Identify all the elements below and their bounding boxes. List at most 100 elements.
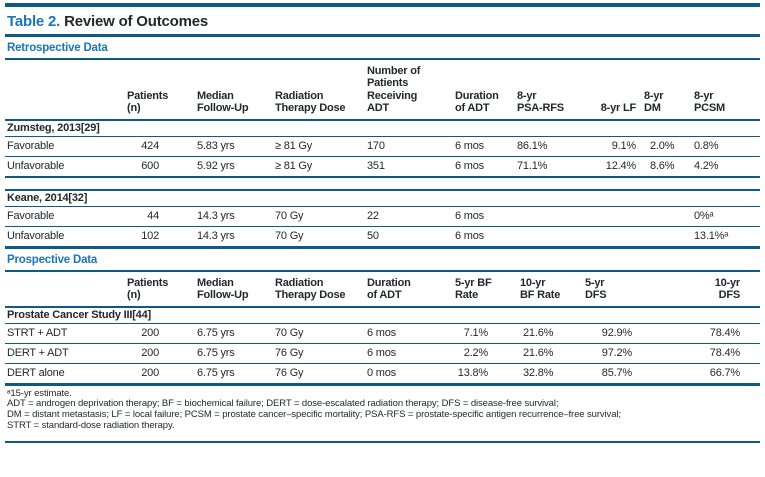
cell: 6 mos	[453, 136, 515, 157]
cell: 14.3 yrs	[195, 226, 273, 249]
column-header: Radiation Therapy Dose	[273, 271, 365, 308]
column-header: 8-yr DM	[642, 60, 692, 121]
cell: 44	[125, 206, 195, 227]
cell	[642, 206, 692, 227]
cell: 0%ᵃ	[692, 206, 760, 227]
footnotes: ᵃ15-yr estimate. ADT = androgen deprivat…	[5, 386, 760, 432]
cell: 102	[125, 226, 195, 249]
cell: 5.92 yrs	[195, 156, 273, 178]
row-label: DERT alone	[5, 363, 125, 386]
column-header: Patients (n)	[125, 60, 195, 121]
row-label: Unfavorable	[5, 156, 125, 178]
column-header: Number of Patients Receiving ADT	[365, 60, 453, 121]
column-header: 10-yr BF Rate	[518, 271, 583, 308]
retrospective-table: Patients (n) Median Follow-Up Radiation Th…	[5, 60, 760, 249]
column-header: 10-yr DFS	[665, 271, 760, 308]
row-label: DERT + ADT	[5, 343, 125, 364]
table-row: Favorable 424 5.83 yrs ≥ 81 Gy 170 6 mos 86.1%…	[5, 136, 760, 157]
cell: 9.1%	[590, 136, 642, 157]
cell: 200	[125, 363, 195, 386]
footnote-line: STRT = standard-dose radiation therapy.	[7, 419, 175, 431]
cell: 424	[125, 136, 195, 157]
cell: 6 mos	[453, 226, 515, 249]
study-name: Prostate Cancer Study III[44]	[5, 306, 760, 324]
header-row: Patients (n) Median Follow-Up Radiation Th…	[5, 271, 760, 308]
cell: 2.2%	[453, 343, 518, 364]
cell: 6 mos	[453, 156, 515, 178]
cell: 13.8%	[453, 363, 518, 386]
cell: 21.6%	[518, 323, 583, 344]
column-header: Median Follow-Up	[195, 60, 273, 121]
table-row: Favorable 44 14.3 yrs 70 Gy 22 6 mos 0%ᵃ	[5, 206, 760, 227]
cell: ≥ 81 Gy	[273, 136, 365, 157]
footnote-line: ADT = androgen deprivation therapy; BF =…	[7, 398, 559, 410]
column-header: Duration of ADT	[453, 60, 515, 121]
table-number: Table 2.	[7, 13, 61, 30]
top-rule	[5, 3, 760, 7]
footnote-line: ᵃ15-yr estimate.	[7, 387, 72, 399]
cell: 8.6%	[642, 156, 692, 178]
cell: 200	[125, 343, 195, 364]
cell: 12.4%	[590, 156, 642, 178]
cell: 78.4%	[665, 323, 760, 344]
table-figure: Table 2. Review of Outcomes Retrospectiv…	[5, 3, 760, 443]
row-label: Favorable	[5, 136, 125, 157]
cell: 92.9%	[583, 323, 665, 344]
table-row: DERT alone 200 6.75 yrs 76 Gy 0 mos 13.8% 32.8…	[5, 363, 760, 386]
section-heading-prospective: Prospective Data	[5, 249, 760, 272]
row-label: Unfavorable	[5, 226, 125, 249]
study-name: Keane, 2014[32]	[5, 189, 760, 207]
header-row: Patients (n) Median Follow-Up Radiation Th…	[5, 60, 760, 121]
cell: 14.3 yrs	[195, 206, 273, 227]
cell: 97.2%	[583, 343, 665, 364]
cell: 4.2%	[692, 156, 760, 178]
prospective-table: Patients (n) Median Follow-Up Radiation Th…	[5, 271, 760, 386]
cell: 5.83 yrs	[195, 136, 273, 157]
column-header: Duration of ADT	[365, 271, 453, 308]
cell: ≥ 81 Gy	[273, 156, 365, 178]
column-header: 5-yr DFS	[583, 271, 665, 308]
column-header	[5, 271, 125, 308]
cell: 70 Gy	[273, 226, 365, 249]
table-title-text: Review of Outcomes	[60, 13, 209, 30]
cell: 76 Gy	[273, 343, 365, 364]
cell: 22	[365, 206, 453, 227]
cell: 6 mos	[365, 343, 453, 364]
cell: 50	[365, 226, 453, 249]
cell: 32.8%	[518, 363, 583, 386]
cell: 66.7%	[665, 363, 760, 386]
column-header: Radiation Therapy Dose	[273, 60, 365, 121]
cell: 2.0%	[642, 136, 692, 157]
table-title: Table 2. Review of Outcomes	[5, 7, 760, 37]
cell: 6 mos	[365, 323, 453, 344]
cell: 170	[365, 136, 453, 157]
cell	[590, 226, 642, 249]
table-row: Unfavorable 600 5.92 yrs ≥ 81 Gy 351 6 mos 71.…	[5, 156, 760, 178]
table-row: Unfavorable 102 14.3 yrs 70 Gy 50 6 mos 13.1%ᵃ	[5, 226, 760, 249]
cell: 0 mos	[365, 363, 453, 386]
cell: 6.75 yrs	[195, 343, 273, 364]
cell: 6.75 yrs	[195, 323, 273, 344]
cell: 71.1%	[515, 156, 590, 178]
column-header: Patients (n)	[125, 271, 195, 308]
cell: 0.8%	[692, 136, 760, 157]
spacer-cell	[5, 176, 760, 191]
column-header: 8-yr PSA-RFS	[515, 60, 590, 121]
column-header: Median Follow-Up	[195, 271, 273, 308]
footnote-line: DM = distant metastasis; LF = local fail…	[7, 409, 621, 421]
cell: 600	[125, 156, 195, 178]
cell: 13.1%ᵃ	[692, 226, 760, 249]
cell: 85.7%	[583, 363, 665, 386]
cell: 70 Gy	[273, 206, 365, 227]
cell: 70 Gy	[273, 323, 365, 344]
study-row: Prostate Cancer Study III[44]	[5, 306, 760, 324]
cell: 7.1%	[453, 323, 518, 344]
column-header: 8-yr PCSM	[692, 60, 760, 121]
study-name: Zumsteg, 2013[29]	[5, 119, 760, 137]
cell: 6 mos	[453, 206, 515, 227]
cell	[515, 206, 590, 227]
cell: 6.75 yrs	[195, 363, 273, 386]
study-row: Keane, 2014[32]	[5, 189, 760, 207]
column-header: 5-yr BF Rate	[453, 271, 518, 308]
row-label: Favorable	[5, 206, 125, 227]
